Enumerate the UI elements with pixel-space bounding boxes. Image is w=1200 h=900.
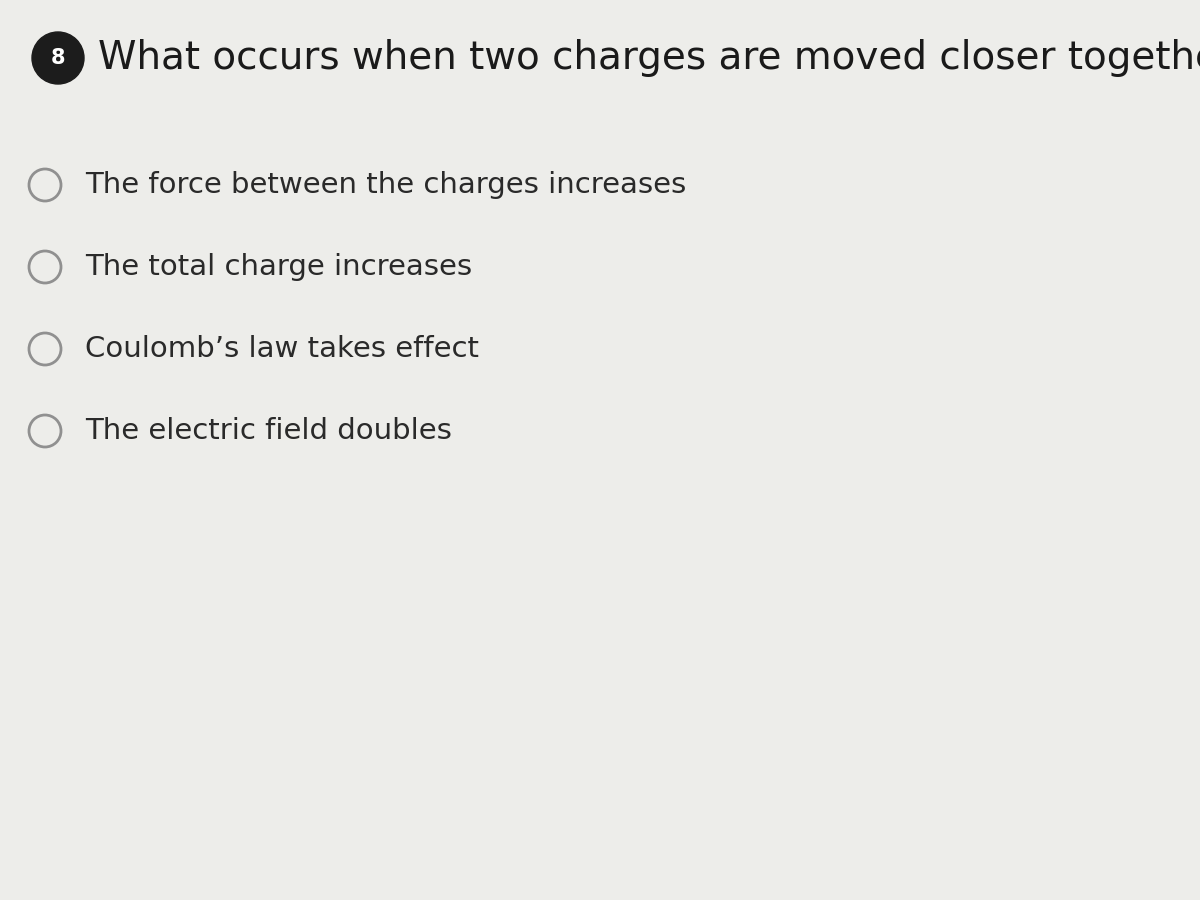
Text: The electric field doubles: The electric field doubles (85, 417, 452, 445)
Text: The total charge increases: The total charge increases (85, 253, 472, 281)
Circle shape (29, 251, 61, 283)
Circle shape (29, 333, 61, 365)
Circle shape (29, 169, 61, 201)
Text: The force between the charges increases: The force between the charges increases (85, 171, 686, 199)
Text: What occurs when two charges are moved closer together?: What occurs when two charges are moved c… (98, 39, 1200, 77)
Text: 8: 8 (50, 48, 65, 68)
Circle shape (29, 415, 61, 447)
Circle shape (32, 32, 84, 84)
Text: Coulomb’s law takes effect: Coulomb’s law takes effect (85, 335, 479, 363)
